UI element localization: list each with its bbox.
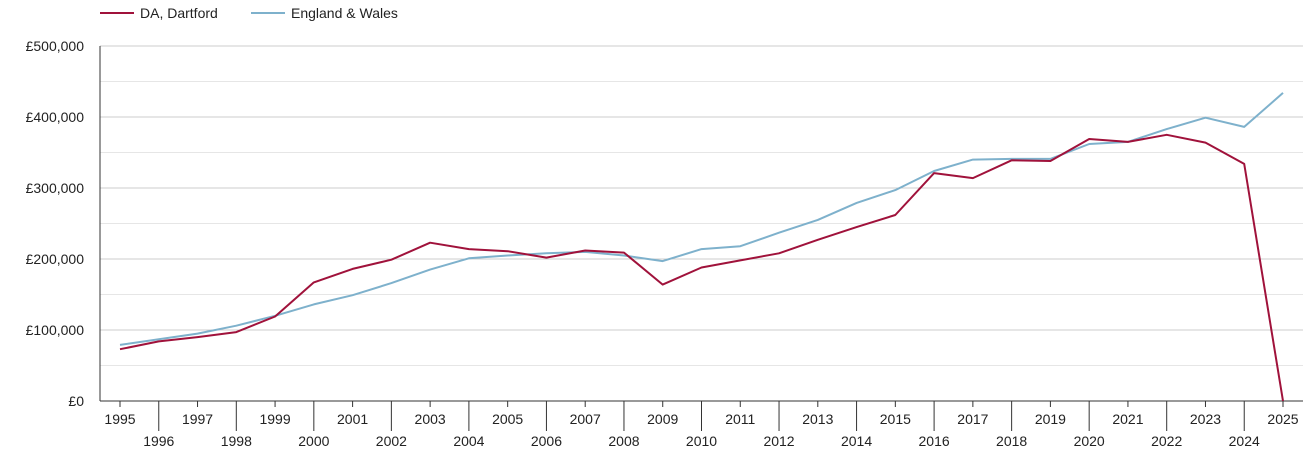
x-tick-label: 2002: [376, 433, 407, 449]
x-tick-label: 2009: [647, 411, 678, 427]
x-tick-label: 2013: [802, 411, 833, 427]
x-tick-label: 2017: [957, 411, 988, 427]
x-tick-label: 2010: [686, 433, 717, 449]
x-tick-label: 2022: [1151, 433, 1182, 449]
y-tick-label: £300,000: [26, 180, 85, 196]
x-tick-label: 1996: [143, 433, 174, 449]
x-tick-label: 2003: [415, 411, 446, 427]
series-line-england-wales: [119, 92, 1284, 346]
x-tick-label: 2008: [608, 433, 639, 449]
legend-label-dartford: DA, Dartford: [140, 5, 218, 21]
series-line-dartford: [119, 133, 1284, 402]
y-tick-label: £100,000: [26, 322, 85, 338]
x-tick-label: 1995: [104, 411, 135, 427]
x-axis: 1995 1996 1997 1998 1999 2000 2001 2002 2003 2004…: [104, 401, 1299, 449]
x-tick-label: 2015: [880, 411, 911, 427]
series-lines: [119, 92, 1284, 402]
x-tick-label: 2016: [919, 433, 950, 449]
y-tick-label: £400,000: [26, 109, 85, 125]
x-tick-label: 1999: [259, 411, 290, 427]
x-tick-label: 1997: [182, 411, 213, 427]
x-tick-label: 1998: [221, 433, 252, 449]
y-tick-label: £500,000: [26, 38, 85, 54]
x-tick-label: 2014: [841, 433, 872, 449]
x-tick-label: 2025: [1267, 411, 1298, 427]
x-tick-label: 2004: [453, 433, 484, 449]
x-tick-label: 2011: [725, 411, 755, 427]
y-tick-label: £200,000: [26, 251, 85, 267]
x-tick-label: 2012: [763, 433, 794, 449]
legend-label-england-wales: England & Wales: [291, 5, 398, 21]
x-tick-label: 2024: [1229, 433, 1260, 449]
legend: DA, Dartford England & Wales: [100, 5, 398, 21]
grid: [99, 45, 1303, 402]
x-tick-label: 2021: [1112, 411, 1143, 427]
x-tick-label: 2001: [337, 411, 368, 427]
x-tick-label: 2020: [1074, 433, 1105, 449]
x-tick-label: 2007: [570, 411, 601, 427]
x-tick-label: 2018: [996, 433, 1027, 449]
x-tick-label: 2019: [1035, 411, 1066, 427]
x-tick-label: 2006: [531, 433, 562, 449]
y-axis: £0 £100,000 £200,000 £300,000 £400,000 £500,0…: [26, 38, 85, 409]
x-tick-label: 2005: [492, 411, 523, 427]
x-tick-label: 2023: [1190, 411, 1221, 427]
x-tick-label: 2000: [298, 433, 329, 449]
y-tick-label: £0: [68, 393, 84, 409]
